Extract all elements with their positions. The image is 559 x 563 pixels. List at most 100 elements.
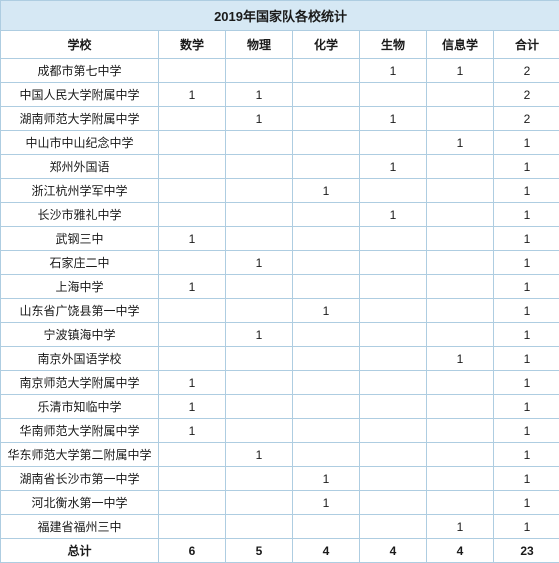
cell-value — [226, 179, 293, 203]
cell-total-value: 4 — [427, 539, 494, 563]
cell-value — [293, 515, 360, 539]
table-title-row: 2019年国家队各校统计 — [1, 1, 559, 31]
cell-school: 浙江杭州学军中学 — [1, 179, 159, 203]
cell-value — [226, 203, 293, 227]
cell-value — [293, 443, 360, 467]
cell-value — [427, 371, 494, 395]
cell-school: 郑州外国语 — [1, 155, 159, 179]
cell-school: 石家庄二中 — [1, 251, 159, 275]
cell-school: 武钢三中 — [1, 227, 159, 251]
cell-school: 华南师范大学附属中学 — [1, 419, 159, 443]
cell-value — [159, 467, 226, 491]
cell-value: 1 — [494, 371, 559, 395]
cell-school: 乐清市知临中学 — [1, 395, 159, 419]
cell-value — [360, 83, 427, 107]
cell-school: 山东省广饶县第一中学 — [1, 299, 159, 323]
table-row: 宁波镇海中学11 — [1, 323, 559, 347]
cell-value: 1 — [494, 443, 559, 467]
cell-value — [293, 227, 360, 251]
cell-value — [427, 443, 494, 467]
table-row: 华南师范大学附属中学11 — [1, 419, 559, 443]
cell-value: 1 — [159, 419, 226, 443]
cell-value: 1 — [293, 491, 360, 515]
cell-value: 1 — [494, 515, 559, 539]
cell-value — [360, 347, 427, 371]
cell-value: 1 — [360, 155, 427, 179]
col-header-informatics: 信息学 — [427, 31, 494, 59]
cell-total-value: 23 — [494, 539, 559, 563]
table-row: 中山市中山纪念中学11 — [1, 131, 559, 155]
cell-total-label: 总计 — [1, 539, 159, 563]
cell-value — [226, 59, 293, 83]
cell-value — [293, 107, 360, 131]
cell-value — [226, 491, 293, 515]
cell-value: 2 — [494, 83, 559, 107]
cell-value — [293, 395, 360, 419]
cell-value — [159, 491, 226, 515]
cell-value — [427, 299, 494, 323]
cell-value — [427, 419, 494, 443]
cell-value: 1 — [427, 59, 494, 83]
cell-value: 1 — [226, 83, 293, 107]
cell-value — [360, 371, 427, 395]
cell-value — [226, 515, 293, 539]
cell-value — [159, 251, 226, 275]
cell-school: 长沙市雅礼中学 — [1, 203, 159, 227]
cell-value — [360, 419, 427, 443]
cell-value — [293, 347, 360, 371]
cell-value — [226, 131, 293, 155]
cell-value — [226, 275, 293, 299]
cell-value — [159, 299, 226, 323]
cell-school: 上海中学 — [1, 275, 159, 299]
cell-value — [360, 515, 427, 539]
cell-value: 1 — [159, 371, 226, 395]
table-row: 华东师范大学第二附属中学11 — [1, 443, 559, 467]
cell-value — [293, 155, 360, 179]
table-row: 南京外国语学校11 — [1, 347, 559, 371]
cell-value — [159, 59, 226, 83]
table-row: 浙江杭州学军中学11 — [1, 179, 559, 203]
table-row: 中国人民大学附属中学112 — [1, 83, 559, 107]
table-row: 乐清市知临中学11 — [1, 395, 559, 419]
cell-value: 1 — [494, 347, 559, 371]
table-row: 上海中学11 — [1, 275, 559, 299]
table-header-row: 学校 数学 物理 化学 生物 信息学 合计 — [1, 31, 559, 59]
cell-value — [427, 203, 494, 227]
cell-school: 河北衡水第一中学 — [1, 491, 159, 515]
col-header-school: 学校 — [1, 31, 159, 59]
cell-value: 1 — [494, 131, 559, 155]
cell-school: 中国人民大学附属中学 — [1, 83, 159, 107]
cell-value — [360, 275, 427, 299]
cell-value: 1 — [494, 179, 559, 203]
cell-value: 1 — [494, 419, 559, 443]
table-row: 山东省广饶县第一中学11 — [1, 299, 559, 323]
cell-value — [427, 155, 494, 179]
stats-table: 2019年国家队各校统计 学校 数学 物理 化学 生物 信息学 合计 成都市第七… — [0, 0, 559, 563]
cell-value: 1 — [494, 299, 559, 323]
cell-value — [427, 395, 494, 419]
cell-value: 1 — [494, 467, 559, 491]
col-header-biology: 生物 — [360, 31, 427, 59]
cell-value — [293, 419, 360, 443]
cell-value — [427, 83, 494, 107]
cell-value: 2 — [494, 59, 559, 83]
cell-value: 1 — [226, 323, 293, 347]
cell-value: 1 — [494, 323, 559, 347]
cell-value — [360, 467, 427, 491]
cell-value — [226, 299, 293, 323]
cell-value — [427, 491, 494, 515]
table-row: 湖南师范大学附属中学112 — [1, 107, 559, 131]
table-row: 成都市第七中学112 — [1, 59, 559, 83]
cell-value — [159, 155, 226, 179]
cell-value — [293, 203, 360, 227]
cell-value — [427, 275, 494, 299]
table-row: 福建省福州三中11 — [1, 515, 559, 539]
cell-value: 1 — [360, 203, 427, 227]
cell-value — [293, 323, 360, 347]
cell-value — [226, 227, 293, 251]
cell-value: 1 — [159, 227, 226, 251]
cell-value: 1 — [159, 395, 226, 419]
cell-value: 1 — [226, 107, 293, 131]
cell-value — [293, 131, 360, 155]
cell-school: 中山市中山纪念中学 — [1, 131, 159, 155]
